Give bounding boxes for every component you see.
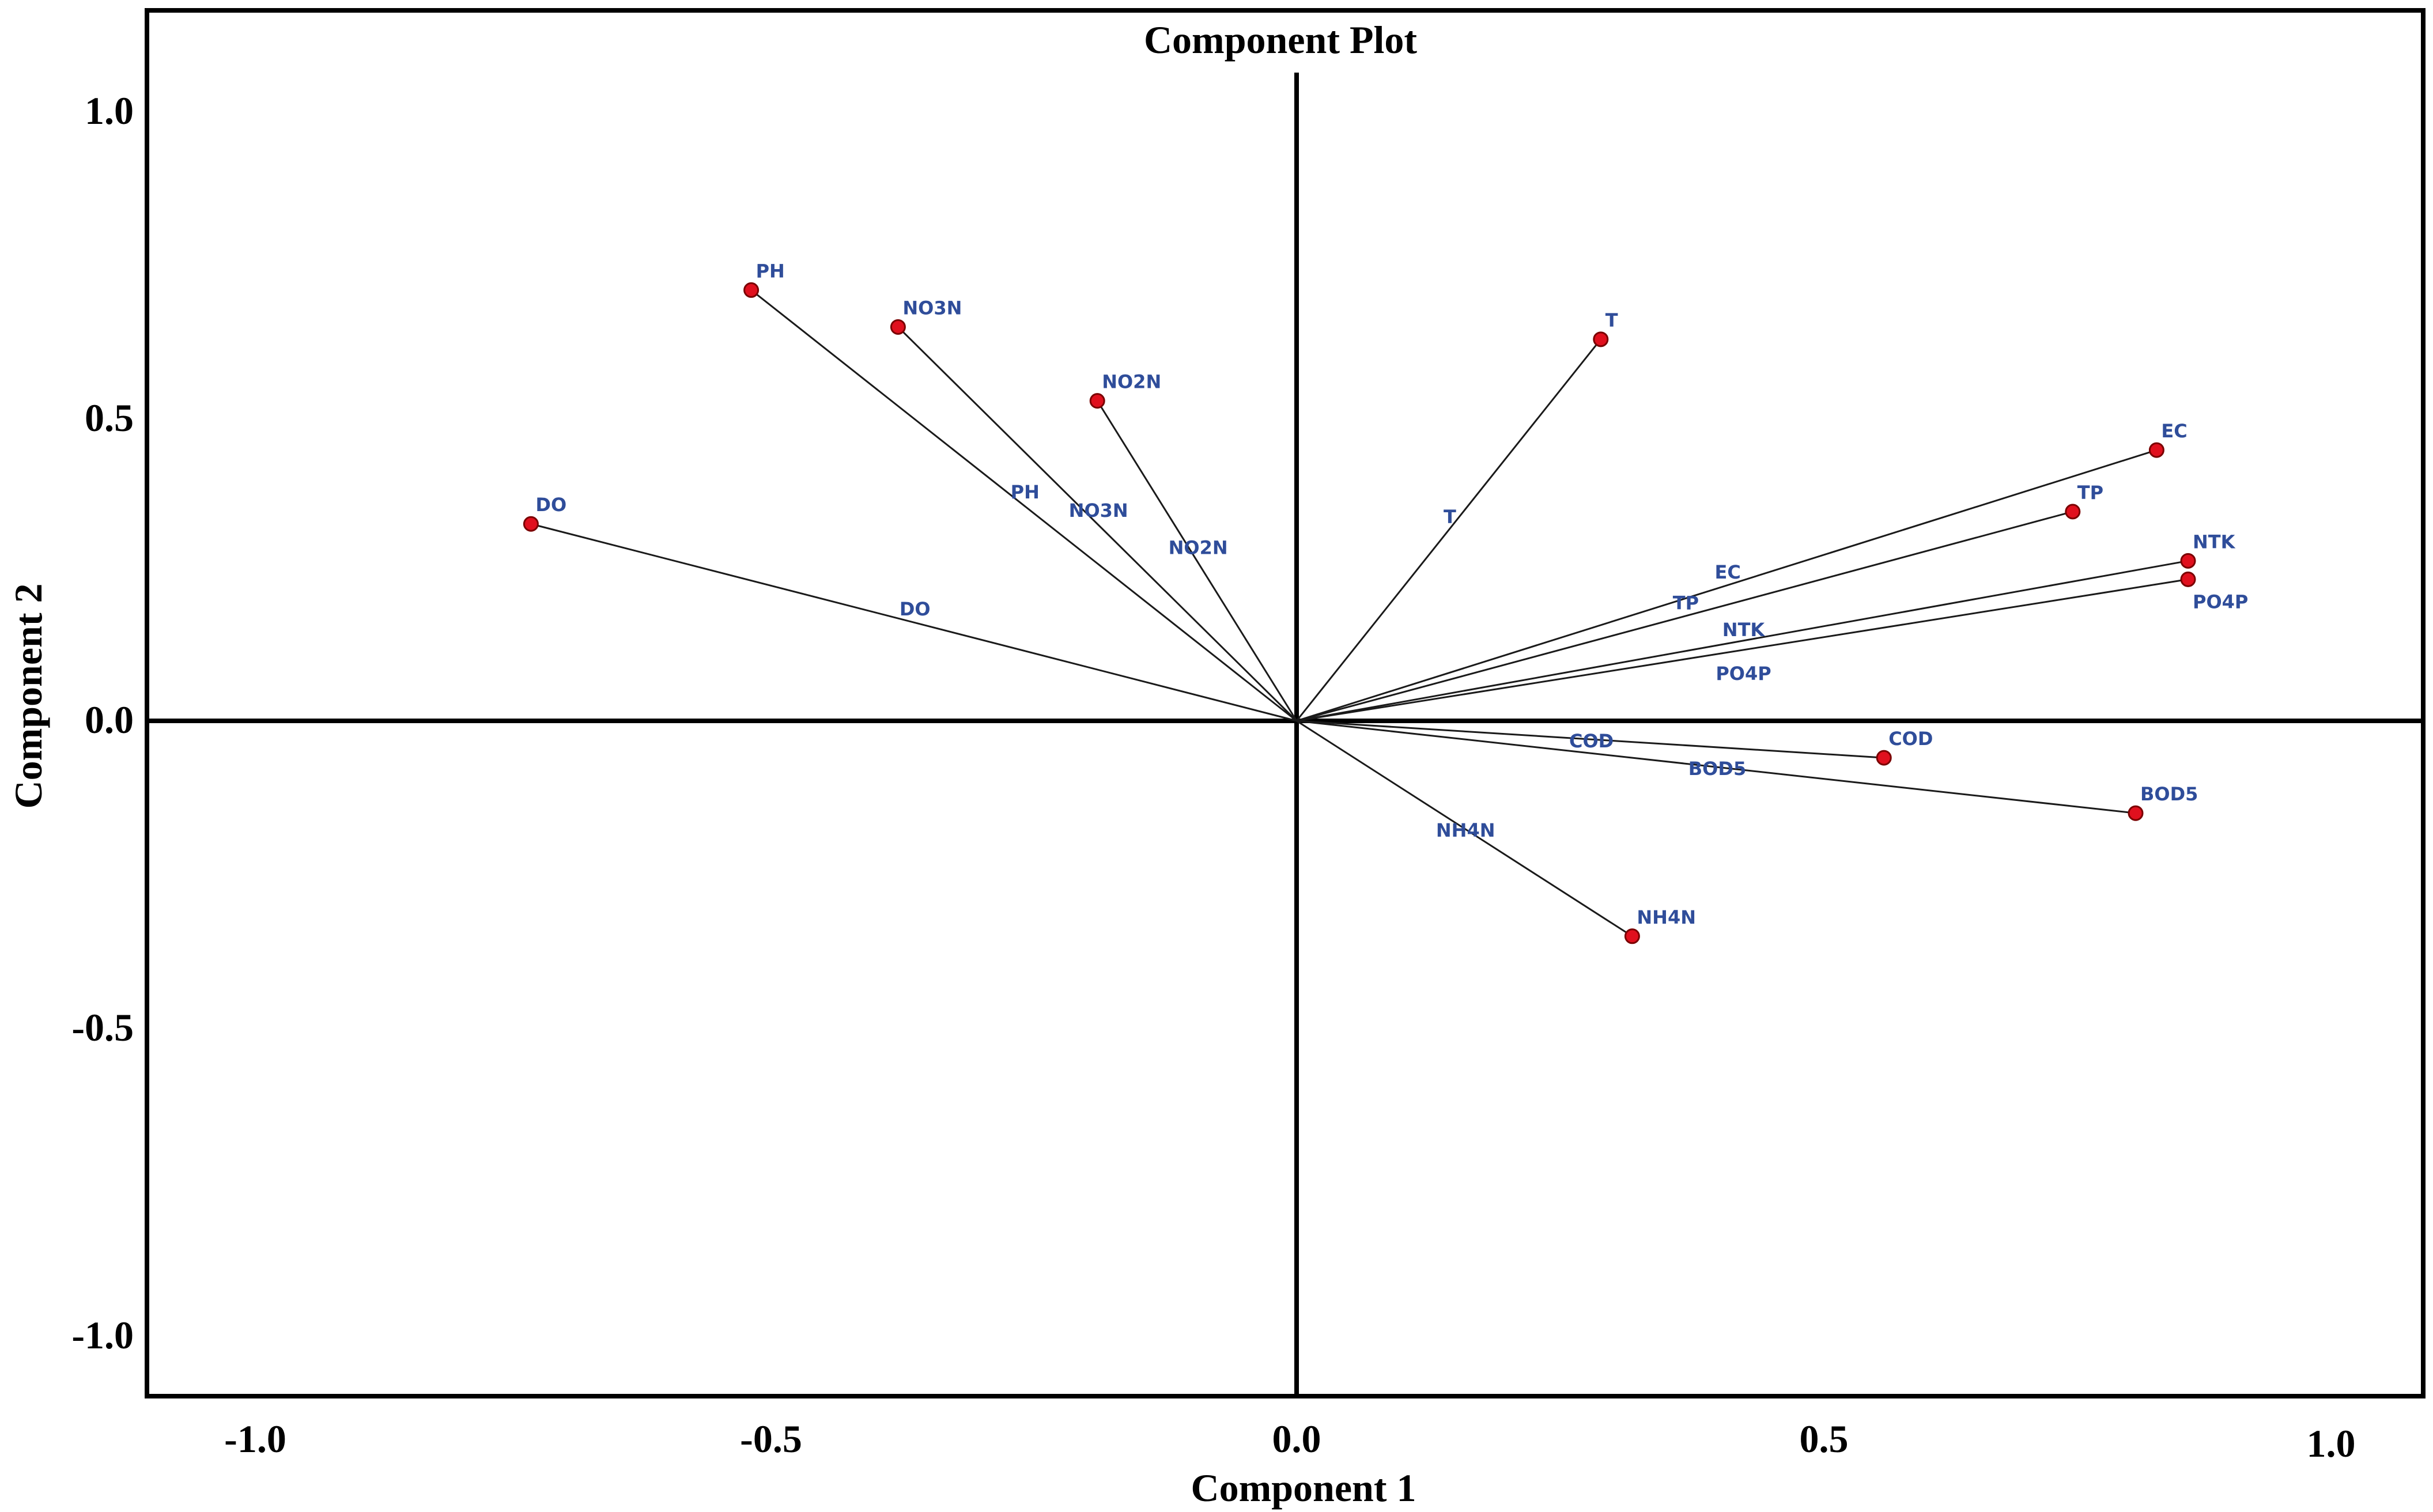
vector-mid-label-cod: COD [1569,730,1614,752]
vector-mid-label-no2n: NO2N [1169,536,1228,558]
loading-vectors: DO PH NO3N NO2N T EC TP NTK PO4P COD BOD5 NH4N [531,289,2189,938]
y-tick-label: -0.5 [71,1006,134,1049]
point-label-ntk: NTK [2193,531,2236,553]
y-tick-label: 1.0 [85,89,134,133]
data-point-ph [743,282,760,298]
data-point-t [1593,331,1609,347]
point-label-ec: EC [2161,420,2187,442]
point-label-cod: COD [1888,728,1933,750]
data-point-no3n [890,319,906,335]
point-label-t: T [1605,309,1618,331]
data-point-do [523,516,539,532]
x-tick-label: -1.0 [224,1417,286,1461]
chart-title: Component Plot [1144,18,1417,62]
vector-mid-label-bod5: BOD5 [1688,758,1746,780]
point-label-ph: PH [756,260,785,282]
y-tick-label: 0.0 [85,698,134,742]
point-label-do: DO [535,494,566,516]
point-label-tp: TP [2077,482,2103,504]
point-label-nh4n: NH4N [1637,906,1696,928]
loading-points: DO PH NO3N NO2N T EC TP NTK PO4P COD BOD5 NH4N [523,260,2248,944]
loading-vector-bod5 [1296,720,2136,814]
data-point-cod [1876,750,1892,766]
point-label-bod5: BOD5 [2140,783,2198,805]
data-point-ec [2148,442,2164,458]
vector-mid-label-t: T [1444,506,1456,528]
x-tick-label: 0.5 [1800,1417,1849,1461]
data-point-no2n [1089,393,1105,409]
loading-vector-tp [1296,511,2073,722]
vector-mid-label-tp: TP [1673,592,1699,614]
vector-mid-label-po4p: PO4P [1716,663,1771,685]
x-tick-label: -0.5 [740,1417,802,1461]
data-point-tp [2065,504,2081,520]
loading-vector-t [1295,338,1601,721]
data-point-bod5 [2128,805,2144,821]
plot-frame [145,8,2426,1398]
x-tick-label: 0.0 [1272,1417,1321,1461]
y-axis-title: Component 2 [6,583,50,808]
y-tick-label: 0.5 [85,396,134,440]
vector-mid-label-do: DO [900,598,931,620]
vector-mid-label-ph: PH [1011,481,1040,503]
loading-vector-ph [750,289,1297,722]
loading-vector-cod [1296,720,1884,759]
data-point-ntk [2180,553,2196,569]
point-label-po4p: PO4P [2193,591,2248,613]
loading-vector-no2n [1096,400,1298,721]
y-tick-label: -1.0 [71,1313,134,1357]
point-label-no2n: NO2N [1102,371,1161,393]
vector-mid-label-ec: EC [1715,561,1741,583]
vector-mid-label-ntk: NTK [1722,619,1766,641]
loading-vector-do [531,523,1297,722]
x-axis-title: Component 1 [1191,1466,1416,1510]
vector-mid-label-nh4n: NH4N [1436,819,1495,841]
loading-vector-nh4n [1296,720,1633,938]
loading-vector-po4p [1296,578,2189,722]
point-label-no3n: NO3N [902,297,962,319]
loading-vector-no3n [897,326,1298,722]
loading-vector-ntk [1296,560,2189,722]
data-point-po4p [2180,571,2196,587]
loading-vector-ec [1296,449,2157,722]
vector-mid-label-no3n: NO3N [1069,500,1128,521]
data-point-nh4n [1624,928,1640,944]
x-tick-label: 1.0 [2307,1422,2356,1465]
